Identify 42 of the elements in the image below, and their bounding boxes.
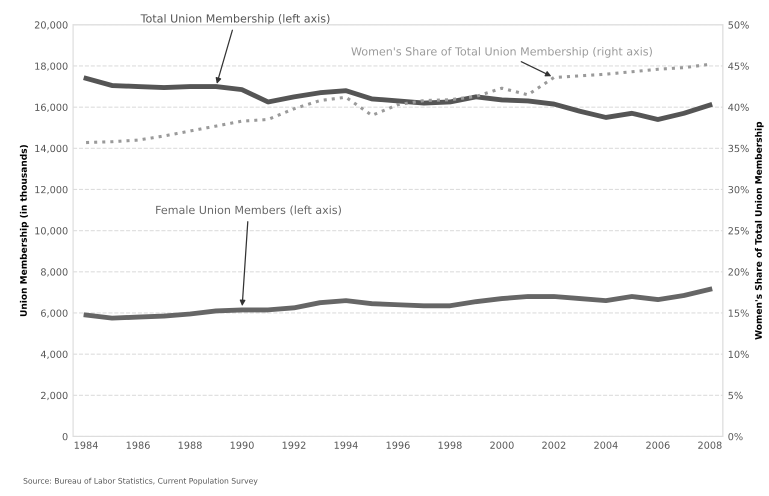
annotation: Female Union Members (left axis) [156,205,341,216]
x-tick-label: 2002 [542,442,566,449]
x-tick-label: 2006 [646,442,670,449]
y2-tick-label: 20% [728,268,749,276]
annotation: Women's Share of Total Union Membership (right axis) [351,46,652,58]
x-tick-label: 1986 [126,442,150,449]
y2-tick-label: 5% [728,392,743,400]
annotation: Total Union Membership (left axis) [140,14,330,25]
x-tick-label: 1984 [74,442,98,449]
x-tick-label: 1994 [334,442,358,449]
y-tick-label: 12,000 [35,186,68,194]
y-tick-label: 2,000 [41,392,68,400]
y2-tick-label: 45% [728,62,749,70]
x-tick-label: 1988 [178,442,202,449]
y-tick-label: 8,000 [41,268,68,277]
line-series [84,76,712,122]
x-tick-label: 1992 [282,442,306,449]
y-tick-label: 20,000 [34,21,68,30]
line-series [84,286,712,321]
y-tick-label: 10,000 [35,227,68,236]
x-tick-label: 1990 [230,442,254,449]
y2-tick-label: 15% [728,309,749,317]
y2-tick-label: 30% [728,186,749,194]
x-tick-label: 2000 [490,442,514,449]
y-tick-label: 14,000 [35,144,68,154]
y-axis-title: Union Membership (in thousands) [20,145,29,316]
y-tick-label: 4,000 [40,350,68,359]
x-tick-label: 1998 [438,442,462,449]
y2-tick-label: 0% [728,432,743,440]
y-tick-label: 18,000 [35,62,68,71]
x-tick-label: 2008 [698,442,722,449]
y2-tick-label: 25% [728,227,749,234]
y2-tick-label: 35% [728,144,749,152]
x-tick-label: 1996 [386,442,410,449]
x-tick-label: 2004 [594,442,618,449]
y2-tick-label: 10% [728,350,749,358]
y2-axis-title: Women's Share of Total Union Membership [754,122,764,340]
y-tick-label: 16,000 [35,104,68,112]
y2-tick-label: 50% [728,21,749,29]
y-tick-label: 6,000 [41,309,68,318]
y2-tick-label: 40% [728,104,749,111]
y-tick-label: 0 [62,432,68,440]
